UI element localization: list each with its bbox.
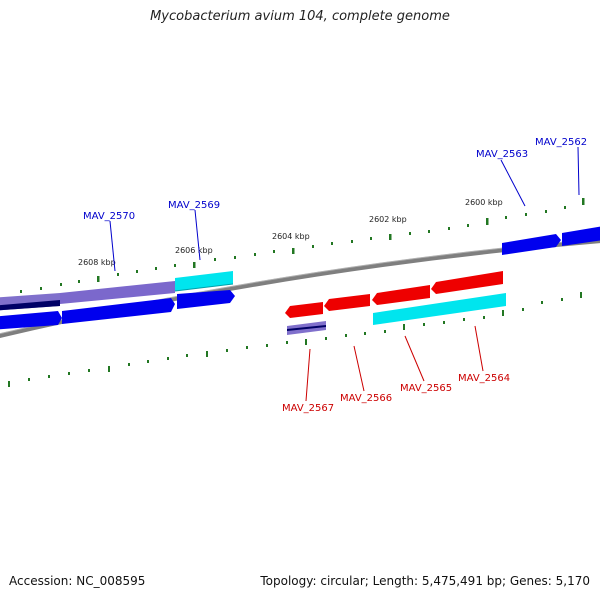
- cyan-feature: [373, 293, 506, 325]
- gene-label: MAV_2562: [535, 137, 587, 148]
- cds-arrow-forward: [177, 290, 235, 309]
- cds-arrow-reverse: [372, 285, 430, 305]
- label-connector: [305, 348, 311, 402]
- forward-strand-features: [0, 226, 600, 330]
- gene-label: MAV_2564: [458, 373, 510, 384]
- gene-label: MAV_2566: [340, 393, 392, 404]
- tick-label: 2604 kbp: [272, 232, 310, 241]
- tick-label: 2600 kbp: [465, 198, 503, 207]
- cds-arrow-forward: [62, 298, 175, 324]
- cds-arrow-reverse: [285, 302, 323, 318]
- navy-feature: [0, 300, 60, 311]
- tick-label: 2606 kbp: [175, 246, 213, 255]
- label-connector: [404, 335, 425, 382]
- cds-arrow-reverse: [324, 294, 370, 311]
- tick-label: 2602 kbp: [369, 215, 407, 224]
- gene-label: MAV_2570: [83, 211, 135, 222]
- major-tick-2600: [486, 218, 489, 225]
- tick-row-inner: [8, 292, 582, 387]
- reverse-strand-features: [285, 271, 506, 335]
- label-connector: [194, 209, 201, 261]
- cyan-feature: [175, 271, 233, 291]
- label-connector: [577, 146, 580, 196]
- tick-row-outer: [20, 198, 585, 293]
- cds-arrow-forward: [562, 226, 600, 246]
- major-tick-2602: [389, 234, 392, 240]
- major-tick-2606: [193, 262, 196, 268]
- gene-label: MAV_2565: [400, 383, 452, 394]
- cds-arrow-forward: [0, 311, 62, 330]
- label-connector: [474, 325, 484, 372]
- gene-label: MAV_2563: [476, 149, 528, 160]
- label-connector: [353, 345, 365, 392]
- label-connector: [500, 159, 526, 207]
- label-connector: [109, 220, 116, 272]
- major-tick-2604: [292, 248, 295, 254]
- gene-label: MAV_2569: [168, 200, 220, 211]
- accession-label: Accession: NC_008595: [9, 574, 146, 588]
- purple-feature: [60, 281, 175, 304]
- cds-arrow-forward: [502, 234, 561, 255]
- navy-feature: [287, 325, 326, 331]
- genome-backbone: [0, 238, 600, 338]
- tick-label: 2608 kbp: [78, 258, 116, 267]
- genome-summary: Topology: circular; Length: 5,475,491 bp…: [260, 574, 590, 588]
- gene-label: MAV_2567: [282, 403, 334, 414]
- cds-arrow-reverse: [431, 271, 503, 294]
- map-title: Mycobacterium avium 104, complete genome: [150, 9, 450, 24]
- major-tick-2608: [97, 276, 100, 282]
